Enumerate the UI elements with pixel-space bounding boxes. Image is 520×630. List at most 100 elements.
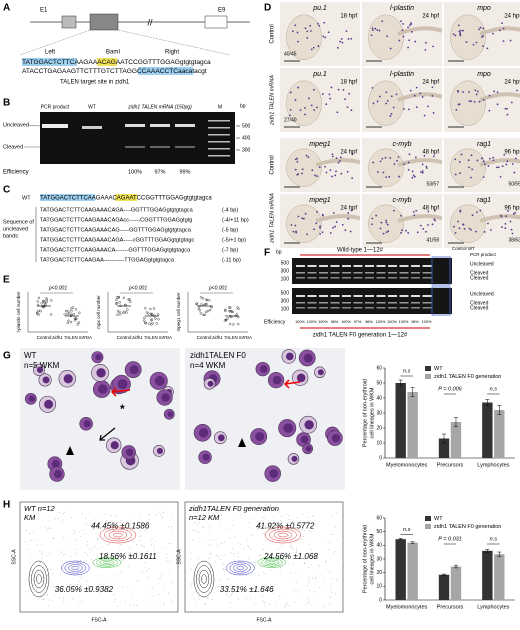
stain — [313, 228, 315, 231]
stain — [322, 35, 325, 38]
stain — [479, 26, 482, 29]
band — [422, 265, 432, 267]
event — [163, 603, 164, 605]
dot — [123, 310, 126, 314]
event — [62, 554, 64, 556]
event — [332, 534, 334, 535]
label: zidh1 TALEN mRNA — [211, 335, 252, 340]
event — [195, 529, 197, 531]
event — [237, 598, 239, 600]
event — [33, 530, 34, 532]
event — [171, 600, 173, 602]
dot — [151, 322, 154, 325]
event — [315, 578, 317, 580]
band — [411, 302, 420, 304]
nucleus — [53, 470, 63, 479]
stain — [411, 176, 414, 179]
label: (-4 bp) — [222, 207, 238, 213]
zoom — [117, 29, 231, 56]
contour — [198, 569, 210, 589]
stain — [311, 169, 314, 172]
stain — [296, 157, 299, 160]
event — [81, 576, 83, 578]
dot — [118, 301, 121, 304]
label: E9 — [218, 8, 226, 14]
event — [335, 512, 337, 514]
stain — [301, 168, 304, 171]
stain — [332, 212, 335, 214]
label: 100% — [387, 320, 397, 324]
stain — [297, 215, 300, 218]
stain — [504, 107, 507, 110]
label: 24 hpf — [422, 80, 439, 86]
nucleus — [300, 435, 309, 444]
stain — [316, 210, 319, 213]
stain — [407, 232, 410, 234]
stain — [434, 219, 436, 222]
event — [210, 557, 211, 559]
event — [163, 588, 165, 590]
stain — [423, 114, 426, 117]
band — [319, 302, 328, 304]
stain — [292, 230, 295, 233]
stain — [499, 175, 502, 178]
stain — [290, 224, 293, 226]
event — [335, 526, 336, 528]
band — [365, 272, 374, 274]
contour — [96, 558, 118, 567]
dot — [78, 311, 81, 315]
band — [296, 272, 305, 274]
event — [86, 541, 88, 542]
event — [75, 530, 76, 532]
event — [308, 577, 310, 578]
stain — [472, 43, 475, 46]
tail — [479, 92, 520, 102]
event — [225, 554, 226, 556]
stain — [506, 107, 508, 110]
event — [99, 586, 101, 587]
event — [292, 548, 294, 550]
sequence: TATGGACTCTTCAAGAAACAGAATCCGGTTTGGAGgtgtg… — [22, 59, 211, 66]
event — [77, 584, 79, 585]
stain — [487, 222, 489, 225]
event — [120, 520, 122, 521]
stain — [402, 22, 404, 25]
event — [260, 521, 262, 523]
event — [142, 546, 144, 547]
stain — [389, 157, 392, 159]
arrow — [283, 379, 301, 389]
band — [42, 124, 68, 128]
label: Efficiency — [264, 319, 286, 325]
event — [337, 561, 339, 563]
event — [222, 569, 224, 571]
event — [170, 582, 172, 584]
band — [342, 307, 351, 309]
label: FSC-A — [92, 617, 108, 623]
stain — [389, 115, 392, 117]
stain — [483, 163, 486, 166]
stain — [454, 34, 457, 37]
event — [168, 592, 169, 594]
event — [304, 530, 306, 532]
stain — [296, 31, 299, 34]
event — [330, 534, 331, 535]
event — [208, 512, 210, 514]
dot — [203, 313, 206, 317]
event — [297, 591, 299, 593]
bar — [494, 554, 505, 600]
stain — [396, 159, 398, 162]
stain — [454, 232, 457, 234]
nucleus — [305, 445, 312, 452]
stain — [514, 211, 517, 214]
stain — [415, 86, 418, 89]
dot — [67, 310, 70, 313]
stain — [475, 230, 477, 233]
dot — [198, 305, 201, 308]
dot — [232, 323, 235, 326]
band — [175, 146, 195, 148]
event — [44, 577, 45, 579]
event — [95, 585, 97, 587]
event — [161, 516, 163, 518]
bar — [494, 410, 505, 458]
stain — [371, 86, 374, 89]
